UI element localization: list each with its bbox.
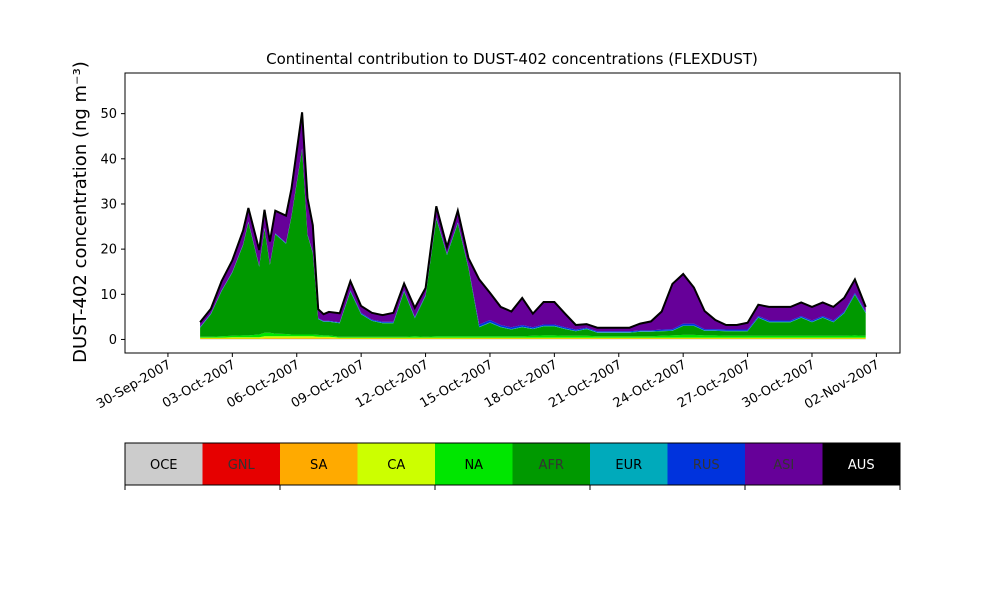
legend-label-eur: EUR — [615, 458, 642, 473]
legend-label-ca: CA — [387, 458, 405, 473]
legend-label-oce: OCE — [150, 458, 178, 473]
x-tick-label: 30-Sep-2007 — [94, 357, 174, 412]
legend-swatch-oce — [125, 443, 203, 485]
area-asi — [200, 112, 866, 332]
continent-colorbar-legend: OCE GNL SA CA NA AFR EUR RUS ASI AUS — [124, 442, 901, 490]
legend-label-gnl: GNL — [228, 458, 256, 473]
plot-frame — [124, 72, 901, 354]
legend-label-asi: ASI — [773, 458, 794, 473]
legend-frame — [124, 442, 901, 486]
legend-label-aus: AUS — [848, 458, 875, 473]
legend-swatch-na — [435, 443, 513, 485]
area-sa — [200, 338, 866, 339]
legend-swatch-rus — [667, 443, 745, 485]
total-concentration-line — [199, 112, 867, 329]
chart-title: Continental contribution to DUST-402 con… — [266, 50, 758, 68]
area-ca — [200, 336, 866, 339]
area-afr — [200, 149, 866, 337]
y-axis: 0 10 20 30 40 50 — [100, 107, 125, 348]
legend-label-na: NA — [464, 458, 483, 473]
area-oce — [200, 339, 866, 340]
y-tick-label: 50 — [100, 107, 117, 122]
legend-swatch-gnl — [202, 443, 280, 485]
legend-swatch-eur — [590, 443, 668, 485]
legend-label-sa: SA — [310, 458, 327, 473]
y-axis-label: DUST-402 concentration (ng m⁻³) — [70, 61, 91, 363]
area-na — [200, 332, 866, 338]
legend-swatch-ca — [357, 443, 435, 485]
legend-swatch-afr — [512, 443, 590, 485]
legend-swatch-asi — [745, 443, 823, 485]
y-tick-label: 40 — [100, 152, 117, 167]
legend-label-afr: AFR — [539, 458, 564, 473]
y-tick-label: 20 — [100, 243, 117, 258]
legend-label-rus: RUS — [693, 458, 720, 473]
y-tick-label: 30 — [100, 197, 117, 212]
y-tick-label: 0 — [109, 333, 117, 348]
x-axis: 30-Sep-200703-Oct-200706-Oct-200709-Oct-… — [94, 353, 882, 412]
legend-swatch-sa — [280, 443, 358, 485]
y-tick-label: 10 — [100, 288, 117, 303]
legend-swatch-aus — [822, 443, 900, 485]
stacked-areas — [200, 112, 866, 340]
